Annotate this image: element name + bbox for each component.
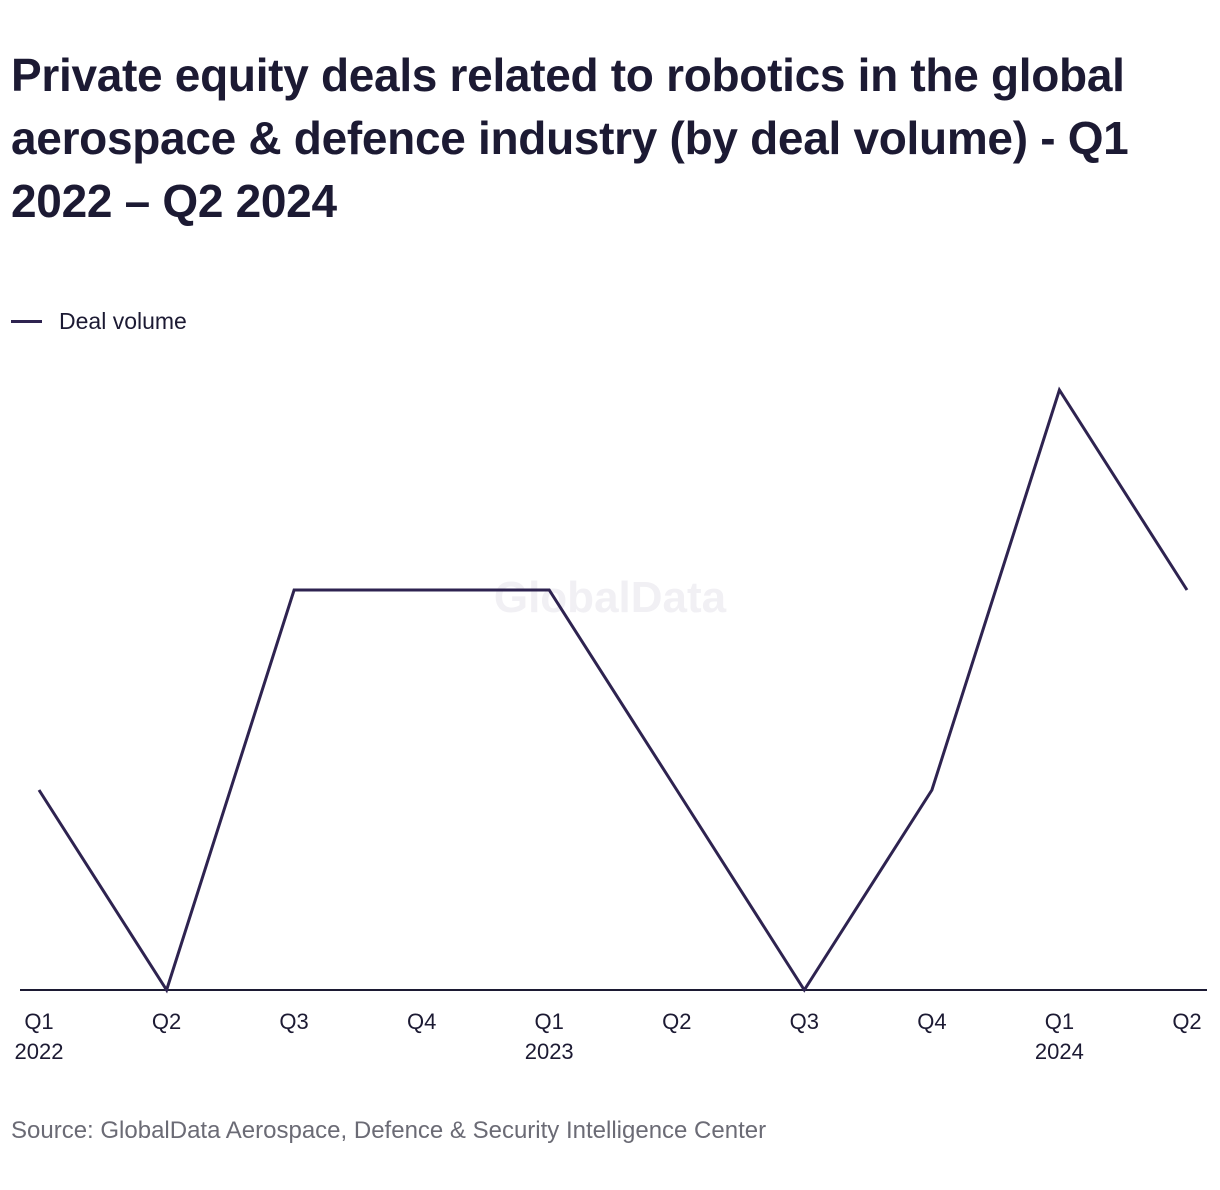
x-tick-year-label: 2022 <box>15 1039 64 1064</box>
x-tick-label: Q3 <box>279 1009 308 1034</box>
x-tick-label: Q4 <box>917 1009 946 1034</box>
data-point[interactable] <box>800 986 808 994</box>
x-tick-label: Q2 <box>1172 1009 1201 1034</box>
legend-line-swatch <box>11 319 42 323</box>
data-point[interactable] <box>673 786 681 794</box>
x-tick-label: Q2 <box>152 1009 181 1034</box>
data-point[interactable] <box>163 986 171 994</box>
x-tick-year-label: 2023 <box>525 1039 574 1064</box>
x-tick-label: Q3 <box>790 1009 819 1034</box>
legend-label: Deal volume <box>59 307 187 334</box>
x-tick-year-label: 2024 <box>1035 1039 1084 1064</box>
data-point[interactable] <box>1183 586 1191 594</box>
watermark: GlobalData <box>494 573 727 622</box>
series-group <box>35 386 1191 994</box>
series-line-0 <box>37 386 1189 994</box>
x-tick-label: Q4 <box>407 1009 436 1034</box>
data-point[interactable] <box>35 786 43 794</box>
data-point[interactable] <box>290 586 298 594</box>
source-note: Source: GlobalData Aerospace, Defence & … <box>11 1117 767 1144</box>
data-point[interactable] <box>545 586 553 594</box>
x-tick-label: Q1 <box>24 1009 53 1034</box>
chart-title: Private equity deals related to robotics… <box>11 49 1129 227</box>
data-point[interactable] <box>928 786 936 794</box>
x-tick-label: Q1 <box>535 1009 564 1034</box>
data-point[interactable] <box>418 586 426 594</box>
x-tick-labels: Q1 2022 Q2 Q3 Q4 Q1 2023 Q2 Q3 Q4 Q1 2024 Q2 <box>15 1009 1202 1064</box>
x-tick-label: Q1 <box>1045 1009 1074 1034</box>
data-point[interactable] <box>1055 386 1063 394</box>
legend: Deal volume <box>11 306 187 336</box>
x-tick-label: Q2 <box>662 1009 691 1034</box>
